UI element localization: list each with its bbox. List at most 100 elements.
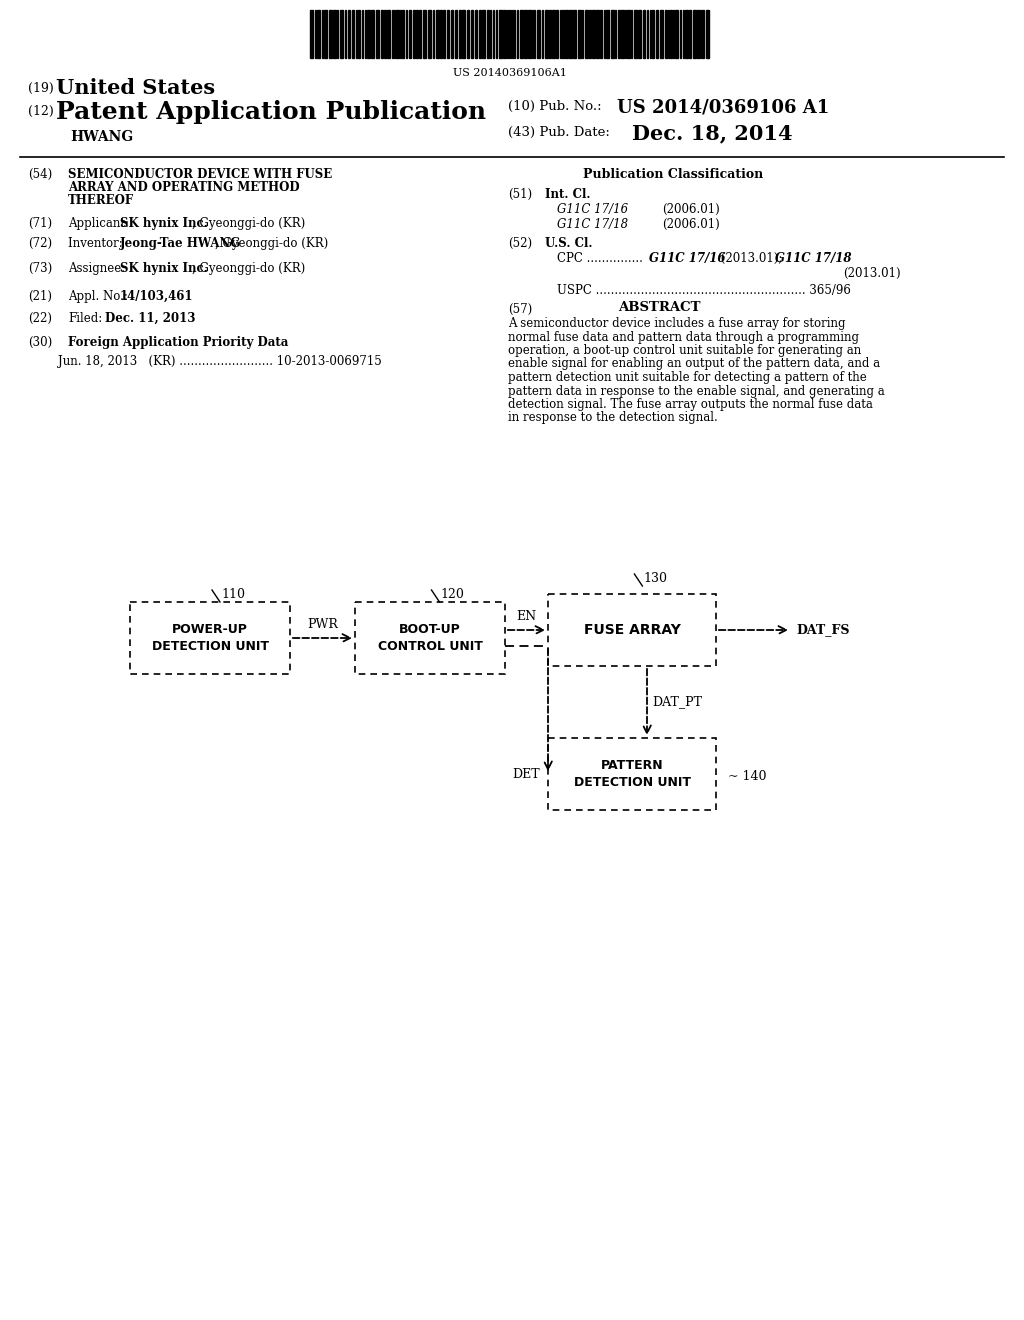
Text: (57): (57) (508, 304, 532, 315)
Text: Dec. 11, 2013: Dec. 11, 2013 (105, 312, 196, 325)
Bar (352, 11, 354, 58)
Bar (467, 11, 469, 58)
Text: DAT_FS: DAT_FS (796, 623, 850, 636)
Bar (475, 11, 477, 58)
Bar (482, 11, 485, 58)
Text: Patent Application Publication: Patent Application Publication (56, 100, 486, 124)
Bar (569, 11, 572, 58)
Bar (447, 11, 449, 58)
Text: Int. Cl.: Int. Cl. (545, 187, 591, 201)
Text: ~ 140: ~ 140 (728, 771, 767, 784)
Bar (524, 11, 527, 58)
Text: A semiconductor device includes a fuse array for storing: A semiconductor device includes a fuse a… (508, 317, 846, 330)
Text: U.S. Cl.: U.S. Cl. (545, 238, 593, 249)
Text: G11C 17/16: G11C 17/16 (557, 203, 628, 216)
Bar (329, 11, 332, 58)
Bar (436, 11, 439, 58)
Bar (652, 11, 654, 58)
Bar (376, 11, 379, 58)
Bar (702, 11, 705, 58)
Text: US 2014/0369106 A1: US 2014/0369106 A1 (617, 98, 829, 116)
Text: DET: DET (512, 767, 540, 780)
Bar (451, 11, 453, 58)
Bar (402, 11, 404, 58)
Text: Dec. 18, 2014: Dec. 18, 2014 (632, 123, 793, 143)
Text: PATTERN
DETECTION UNIT: PATTERN DETECTION UNIT (573, 759, 690, 789)
Bar (565, 11, 568, 58)
Bar (130, 602, 290, 675)
Bar (487, 11, 489, 58)
Bar (528, 11, 531, 58)
Bar (503, 11, 505, 58)
Text: HWANG: HWANG (70, 129, 133, 144)
Text: SK hynix Inc.: SK hynix Inc. (120, 216, 208, 230)
Bar (618, 11, 620, 58)
Text: Appl. No.:: Appl. No.: (68, 290, 132, 304)
Bar (367, 11, 370, 58)
Text: Jeong-Tae HWANG: Jeong-Tae HWANG (120, 238, 242, 249)
Text: 14/103,461: 14/103,461 (120, 290, 194, 304)
Bar (693, 11, 696, 58)
Bar (324, 11, 327, 58)
Text: (2006.01): (2006.01) (662, 203, 720, 216)
Text: pattern detection unit suitable for detecting a pattern of the: pattern detection unit suitable for dete… (508, 371, 866, 384)
Text: enable signal for enabling an output of the pattern data, and a: enable signal for enabling an output of … (508, 358, 880, 371)
Text: POWER-UP
DETECTION UNIT: POWER-UP DETECTION UNIT (152, 623, 268, 653)
Bar (409, 11, 411, 58)
Text: United States: United States (56, 78, 215, 98)
Text: ABSTRACT: ABSTRACT (618, 301, 700, 314)
Bar (638, 11, 641, 58)
Text: (51): (51) (508, 187, 532, 201)
Bar (548, 594, 716, 667)
Bar (416, 11, 418, 58)
Text: (30): (30) (28, 337, 52, 348)
Bar (440, 11, 442, 58)
Bar (675, 11, 678, 58)
Text: (54): (54) (28, 168, 52, 181)
Text: ARRAY AND OPERATING METHOD: ARRAY AND OPERATING METHOD (68, 181, 300, 194)
Bar (520, 11, 523, 58)
Text: CPC ...............: CPC ............... (557, 252, 646, 265)
Text: Foreign Application Priority Data: Foreign Application Priority Data (68, 337, 289, 348)
Text: (12): (12) (28, 106, 53, 117)
Bar (627, 11, 630, 58)
Text: , Gyeonggi-do (KR): , Gyeonggi-do (KR) (193, 216, 305, 230)
Bar (381, 11, 383, 58)
Bar (384, 11, 386, 58)
Text: , Gyeonggi-do (KR): , Gyeonggi-do (KR) (193, 261, 305, 275)
Text: 120: 120 (440, 587, 464, 601)
Text: (21): (21) (28, 290, 52, 304)
Bar (545, 11, 548, 58)
Bar (585, 11, 588, 58)
Bar (592, 11, 595, 58)
Text: (72): (72) (28, 238, 52, 249)
Text: G11C 17/18: G11C 17/18 (557, 218, 628, 231)
Text: Jun. 18, 2013   (KR) ......................... 10-2013-0069715: Jun. 18, 2013 (KR) .....................… (58, 355, 382, 368)
Text: PWR: PWR (307, 618, 338, 631)
Text: (52): (52) (508, 238, 532, 249)
Bar (611, 11, 614, 58)
Bar (665, 11, 667, 58)
Text: US 20140369106A1: US 20140369106A1 (453, 69, 567, 78)
Bar (552, 11, 555, 58)
Text: Assignee:: Assignee: (68, 261, 129, 275)
Bar (387, 11, 390, 58)
Bar (556, 11, 558, 58)
Text: 130: 130 (643, 572, 668, 585)
Text: 110: 110 (221, 587, 245, 601)
Bar (459, 11, 461, 58)
Text: (10) Pub. No.:: (10) Pub. No.: (508, 100, 602, 114)
Bar (697, 11, 699, 58)
Bar (621, 11, 624, 58)
Text: operation, a boot-up control unit suitable for generating an: operation, a boot-up control unit suitab… (508, 345, 861, 356)
Bar (685, 11, 688, 58)
Bar (578, 11, 581, 58)
Bar (499, 11, 502, 58)
Bar (573, 11, 575, 58)
Text: FUSE ARRAY: FUSE ARRAY (584, 623, 680, 638)
Bar (606, 11, 609, 58)
Bar (600, 11, 602, 58)
Bar (355, 602, 505, 675)
Text: Applicant:: Applicant: (68, 216, 133, 230)
Bar (396, 11, 399, 58)
